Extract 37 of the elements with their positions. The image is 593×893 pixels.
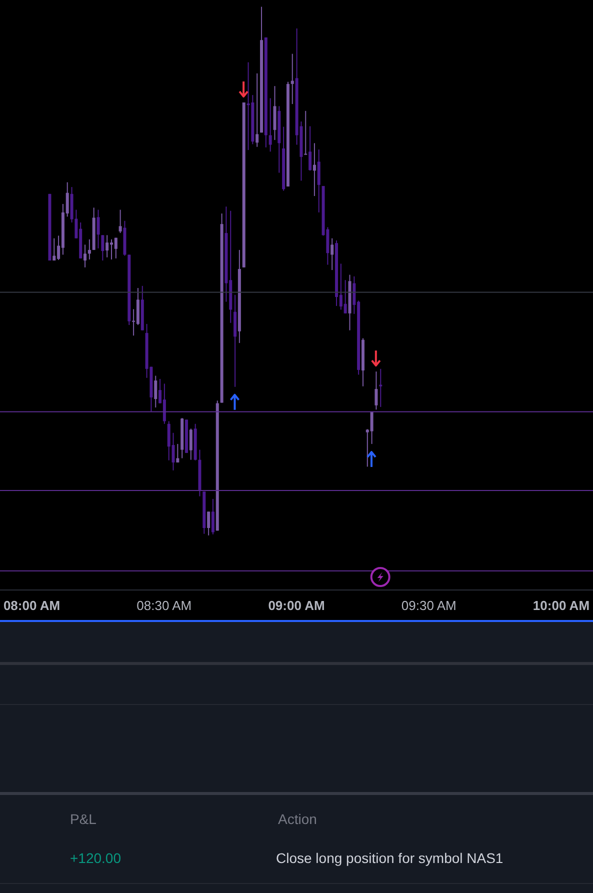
candlestick [207,511,210,536]
candlestick [344,280,347,314]
candlestick [379,368,382,408]
candlestick [118,209,122,234]
x-tick-label: 08:00 AM [3,598,60,613]
candlestick [273,86,276,140]
candlestick [308,126,312,172]
candlestick [106,234,109,258]
candlestick [370,411,374,444]
candlestick [330,238,334,271]
candlestick [312,142,316,197]
candlestick [374,371,378,410]
candlestick [96,209,100,249]
candlestick [52,238,56,262]
candlestick [211,498,214,535]
candlestick [176,443,180,463]
candlestick [268,98,272,152]
x-tick-label: 08:30 AM [136,598,192,613]
candlestick [189,428,192,460]
text: P&L [70,810,96,828]
candlestick [154,375,158,408]
candlestick [88,238,91,260]
candlestick [256,72,259,148]
candlestick [304,110,308,156]
candlestick [84,244,87,268]
candlestick [290,53,294,105]
candlestick [101,234,104,262]
x-tick-label: 09:00 AM [268,598,325,613]
text: +120.00 [70,849,121,867]
candlestick [162,383,166,424]
candlestick [114,237,118,259]
text: Close long position for symbol NAS1 [276,849,504,867]
x-tick-label: 10:00 AM [532,598,590,613]
text: Action [278,810,317,828]
candlestick [317,149,320,213]
x-tick-label: 09:30 AM [401,598,456,613]
candlestick [246,62,250,151]
